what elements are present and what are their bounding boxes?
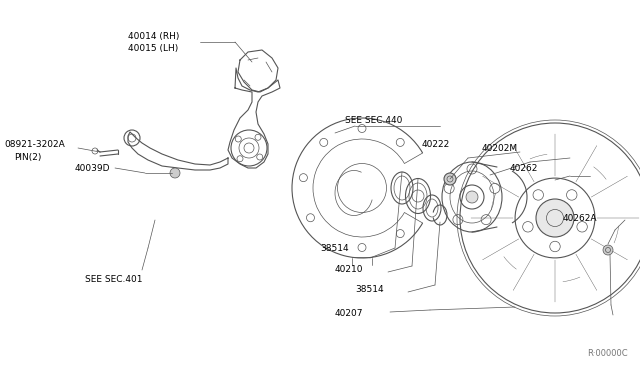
Circle shape — [603, 245, 613, 255]
Text: 40222: 40222 — [422, 140, 451, 148]
Text: 40262A: 40262A — [563, 214, 598, 222]
Circle shape — [536, 199, 574, 237]
Text: 40039D: 40039D — [75, 164, 111, 173]
Circle shape — [466, 191, 478, 203]
Text: 40015 (LH): 40015 (LH) — [128, 44, 179, 52]
Text: 40207: 40207 — [335, 308, 364, 317]
Text: PIN(2): PIN(2) — [14, 153, 42, 161]
Text: 38514: 38514 — [355, 285, 383, 295]
Text: 40014 (RH): 40014 (RH) — [128, 32, 179, 41]
Text: 40202M: 40202M — [482, 144, 518, 153]
Text: SEE SEC.440: SEE SEC.440 — [345, 115, 403, 125]
Circle shape — [170, 168, 180, 178]
Text: SEE SEC.401: SEE SEC.401 — [85, 276, 143, 285]
Text: 40262: 40262 — [510, 164, 538, 173]
Text: 08921-3202A: 08921-3202A — [4, 140, 65, 148]
Text: 40210: 40210 — [335, 266, 364, 275]
Circle shape — [444, 173, 456, 185]
Text: R·00000C: R·00000C — [588, 349, 628, 358]
Text: 38514: 38514 — [320, 244, 349, 253]
